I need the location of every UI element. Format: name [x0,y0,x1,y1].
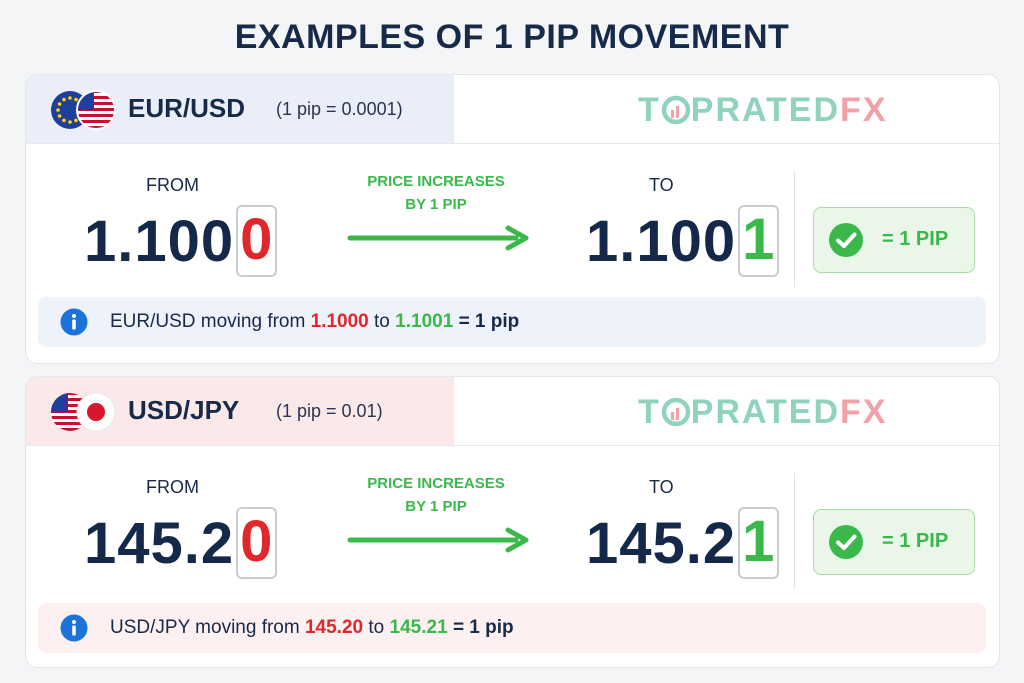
to-price-pip-digit: 1 [738,507,780,579]
info-to-value: 1.1001 [395,311,454,332]
info-suffix: = 1 pip [452,617,514,638]
to-price-main: 145.2 [586,510,737,576]
brand-text-3: FX [840,91,888,129]
info-suffix: = 1 pip [458,311,520,332]
card-header: EUR/USD (1 pip = 0.0001) T PRATEDFX [26,75,999,144]
brand-logo: T PRATEDFX [638,393,888,432]
note-line-1: PRICE INCREASES [367,475,505,492]
vertical-divider [794,171,795,287]
note-line-1: PRICE INCREASES [367,173,505,190]
info-bar: USD/JPY moving from 145.20 to 145.21 = 1… [38,603,986,653]
info-from-value: 1.1000 [310,311,369,332]
price-increase-note: PRICE INCREASES BY 1 PIP [356,472,516,518]
result-badge: = 1 PIP [813,509,975,575]
note-line-2: BY 1 PIP [405,196,467,213]
info-prefix: USD/JPY moving from [110,617,300,638]
pair-name: USD/JPY [128,395,240,425]
brand-text-2: PRATED [690,393,841,431]
pair-box: EUR/USD (1 pip = 0.0001) [26,75,454,143]
from-label: FROM [146,175,199,195]
pair-name: EUR/USD [128,93,246,123]
to-price: 1.100 1 [586,205,780,277]
to-price: 145.2 1 [586,507,780,579]
from-price-pip-digit: 0 [236,205,278,277]
card-header: USD/JPY (1 pip = 0.01) T PRATEDFX [26,377,999,446]
to-label: TO [649,175,674,195]
price-increase-note: PRICE INCREASES BY 1 PIP [356,170,516,216]
brand-logo: T PRATEDFX [638,91,888,130]
right-arrow-icon [347,527,529,553]
brand-o-logo-icon [661,397,691,427]
from-price: 1.100 0 [84,205,278,277]
vertical-divider [794,473,795,589]
info-mid: to [374,311,390,332]
brand-text-3: FX [840,393,888,431]
check-circle-icon [829,525,863,559]
pip-definition: (1 pip = 0.0001) [276,99,403,119]
brand-o-logo-icon [661,95,691,125]
pair-box: USD/JPY (1 pip = 0.01) [26,377,454,445]
brand-text-1: T [638,393,661,431]
brand-text-1: T [638,91,661,129]
info-mid: to [368,617,385,638]
info-to-value: 145.21 [389,617,448,638]
to-price-main: 1.100 [586,208,737,274]
page-title: EXAMPLES OF 1 PIP MOVEMENT [234,18,790,56]
brand-text-2: PRATED [690,91,841,129]
us-flag-icon [76,90,116,130]
example-card-eurusd: EUR/USD (1 pip = 0.0001) T PRATEDFX FROM … [25,74,1000,364]
from-price-main: 145.2 [84,510,235,576]
jp-flag-icon [76,392,116,432]
result-badge: = 1 PIP [813,207,975,273]
info-icon [60,308,88,336]
from-price-pip-digit: 0 [236,507,278,579]
pip-definition: (1 pip = 0.01) [276,401,383,421]
flags [50,392,118,432]
check-circle-icon [829,223,863,257]
to-label: TO [649,477,674,497]
flags [50,90,118,130]
info-text: EUR/USD moving from 1.1000 to 1.1001 = 1… [110,311,519,333]
result-text: = 1 PIP [882,228,949,250]
info-prefix: EUR/USD moving from [110,311,306,332]
info-from-value: 145.20 [304,617,364,638]
to-price-pip-digit: 1 [738,205,780,277]
from-price: 145.2 0 [84,507,278,579]
from-label: FROM [146,477,199,497]
note-line-2: BY 1 PIP [405,498,467,515]
info-text: USD/JPY moving from 145.20 to 145.21 = 1… [110,617,514,639]
example-card-usdjpy: USD/JPY (1 pip = 0.01) T PRATEDFX FROM PR… [25,376,1000,668]
right-arrow-icon [347,225,529,251]
from-price-main: 1.100 [84,208,235,274]
result-text: = 1 PIP [882,530,949,552]
info-bar: EUR/USD moving from 1.1000 to 1.1001 = 1… [38,297,986,347]
info-icon [60,614,88,642]
